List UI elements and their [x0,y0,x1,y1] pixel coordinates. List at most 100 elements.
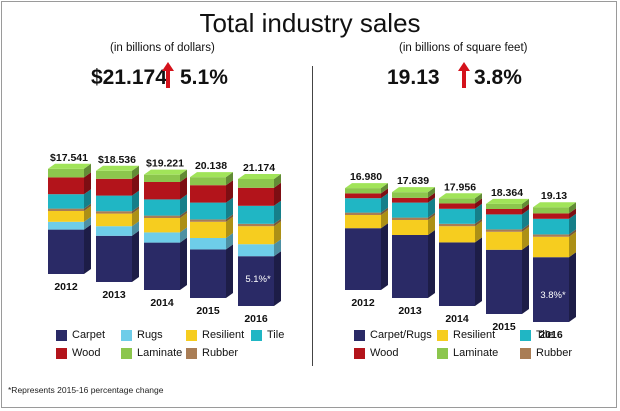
sqft-segment-carpet-rugs-2016 [533,257,569,322]
dollars-bar-top-2013 [96,165,139,171]
sqft-segment-side-laminate-2012 [381,183,388,194]
dollars-bar-top-2015 [190,172,233,178]
sqft-segment-side-carpet-rugs-2016 [569,252,576,322]
sqft-category-label-2013: 2013 [398,305,422,317]
sqft-segment-side-rubber-2016 [569,229,576,237]
sqft-segment-carpet-rugs-2014 [439,242,475,306]
dollars-segment-laminate-2013 [96,170,132,179]
dollars-segment-tile-2015 [190,202,226,220]
dollars-segment-rugs-2015 [190,238,226,250]
dollars-segment-side-resilient-2015 [226,216,233,238]
dollars-segment-laminate-2014 [144,174,180,182]
sqft-bar-top-2012 [345,183,388,189]
legend-label-carpet: Carpet [72,329,106,341]
sqft-segment-side-resilient-2016 [569,231,576,258]
dollars-category-label-2016: 2016 [244,313,268,325]
sqft-segment-side-resilient-2015 [522,226,529,250]
dollars-segment-side-rubber-2016 [274,218,281,227]
sqft-segment-side-wood-2013 [428,192,435,203]
dollars-segment-side-resilient-2014 [180,213,187,233]
dollars-segment-wood-2016 [238,187,274,206]
sqft-segment-side-carpet-rugs-2013 [428,230,435,298]
sqft-segment-tile-2016 [533,218,569,235]
sqft-segment-side-wood-2014 [475,198,482,209]
dollars-segment-side-tile-2013 [132,190,139,212]
sqft-category-label-2015: 2015 [492,321,516,333]
dollars-segment-side-laminate-2016 [274,173,281,188]
dollars-segment-side-wood-2016 [274,182,281,206]
legend-label-tile: Tile [267,329,285,341]
dollars-segment-side-carpet-2012 [84,224,91,274]
sqft-segment-side-laminate-2014 [475,193,482,204]
legend-swatch-carpet [56,330,67,341]
dollars-segment-side-laminate-2013 [132,165,139,179]
legend-label-wood-r: Wood [370,347,399,359]
sqft-bar-2015 [486,198,529,314]
dollars-segment-side-laminate-2014 [180,169,187,182]
dollars-segment-side-tile-2016 [274,200,281,224]
legend-label-tile-r: Tile [536,329,554,341]
sqft-segment-side-laminate-2016 [569,202,576,214]
dollars-total-label-2015: 20.138 [195,160,227,172]
sqft-segment-laminate-2015 [486,203,522,209]
sqft-bar-2013 [392,187,435,298]
sqft-segment-resilient-2012 [345,215,381,229]
sqft-segment-side-laminate-2013 [428,187,435,198]
dollars-category-label-2013: 2013 [102,289,126,301]
sqft-segment-wood-2015 [486,209,522,215]
dollars-segment-laminate-2012 [48,168,84,178]
dollars-total-label-2013: $18.536 [98,154,136,166]
dollars-segment-wood-2013 [96,178,132,196]
right-up-arrow-icon [458,62,470,88]
sqft-segment-laminate-2016 [533,207,569,214]
sqft-segment-laminate-2013 [392,192,428,198]
dollars-segment-side-rubber-2015 [226,214,233,222]
dollars-segment-side-resilient-2016 [274,221,281,245]
dollars-segment-wood-2015 [190,185,226,203]
dollars-bar-top-2012 [48,163,91,169]
dollars-segment-rubber-2016 [238,223,274,227]
sqft-segment-side-tile-2016 [569,213,576,235]
dollars-segment-tile-2013 [96,195,132,212]
dollars-segment-side-rugs-2015 [226,233,233,250]
sqft-segment-rubber-2016 [533,234,569,237]
dollars-segment-side-rubber-2014 [180,210,187,218]
sqft-segment-rubber-2012 [345,212,381,215]
dollars-segment-side-tile-2012 [84,189,91,209]
legend-swatch-wood [56,348,67,359]
dollars-segment-resilient-2014 [144,218,180,233]
sqft-segment-tile-2013 [392,202,428,218]
sqft-annotation-2016: 3.8%* [540,290,566,301]
sqft-segment-side-tile-2015 [522,209,529,230]
sqft-segment-side-resilient-2013 [428,215,435,235]
sqft-category-label-2014: 2014 [445,313,469,325]
legend-swatch-rubber [186,348,197,359]
legend-swatch-resilient [186,330,197,341]
dollars-segment-side-wood-2015 [226,180,233,203]
sqft-total-label-2015: 18.364 [491,187,523,199]
dollars-segment-wood-2012 [48,177,84,195]
sqft-bar-top-2016 [533,202,576,208]
sqft-bar-top-2013 [392,187,435,193]
legend-swatch-tile [251,330,262,341]
dollars-category-label-2012: 2012 [54,281,78,293]
sqft-segment-wood-2012 [345,193,381,199]
dollars-segment-side-rubber-2013 [132,206,139,214]
dollars-segment-side-rugs-2016 [274,239,281,257]
sqft-segment-resilient-2016 [533,236,569,258]
dollars-bar-2015 [190,172,233,298]
dollars-segment-side-resilient-2013 [132,208,139,227]
dollars-segment-side-carpet-2016 [274,251,281,306]
dollars-bar-2016 [238,173,281,306]
legend-swatch-rugs [121,330,132,341]
dollars-segment-rubber-2014 [144,215,180,218]
sqft-segment-carpet-rugs-2012 [345,228,381,290]
dollars-category-label-2014: 2014 [150,297,174,309]
legend-label-carpet-rugs: Carpet/Rugs [370,329,432,341]
dollars-segment-rubber-2012 [48,208,84,211]
legend-label-laminate: Laminate [137,347,183,359]
dollars-bar-2014 [144,169,187,290]
legend-label-rugs: Rugs [137,329,163,341]
right-total: 19.13 [387,66,440,89]
